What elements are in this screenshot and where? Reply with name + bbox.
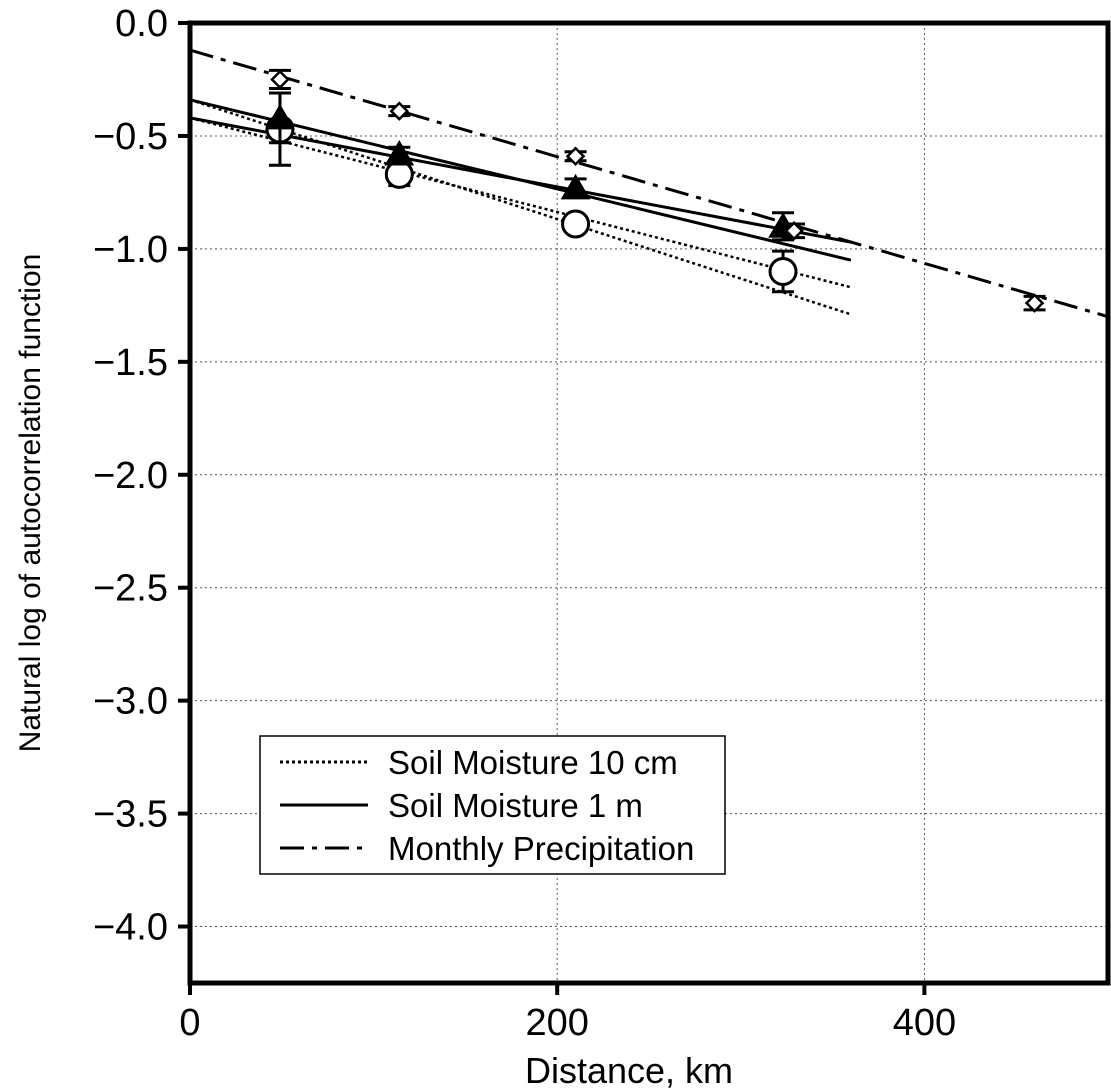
- y-tick-label: −3.5: [93, 794, 168, 836]
- data-point-triangle: [384, 140, 415, 166]
- data-point-diamond: [565, 146, 586, 167]
- legend-label: Monthly Precipitation: [388, 830, 694, 867]
- x-axis-label: Distance, km: [525, 1050, 733, 1091]
- y-tick-label: −3.0: [93, 681, 168, 723]
- legend-items: Soil Moisture 10 cm Soil Moisture 1 m Mont…: [280, 744, 694, 867]
- data-point-diamond: [784, 221, 804, 241]
- y-tick-label: −0.5: [93, 116, 168, 158]
- y-tick-label: −2.5: [93, 568, 168, 610]
- data-point-diamond: [389, 101, 410, 121]
- legend-label: Soil Moisture 10 cm: [388, 744, 678, 781]
- fit-line: [189, 116, 852, 244]
- data-point-triangle: [560, 173, 591, 200]
- y-tick-label: −1.5: [93, 342, 168, 384]
- fit-lines: [189, 48, 1109, 319]
- y-tick-label: −2.0: [93, 455, 168, 497]
- x-tick-label: 0: [179, 1002, 200, 1044]
- legend-label: Soil Moisture 1 m: [388, 787, 643, 824]
- x-tick-label: 200: [525, 1002, 588, 1044]
- data-point-circle: [561, 209, 591, 239]
- y-axis-label: Natural log of autocorrelation function: [14, 254, 47, 753]
- fit-line: [189, 98, 852, 316]
- axis-ticks: 0 200 400 0.0 −0.5 −1.0 −1.5 −2.0 −2.5 −3.0 −3.5 −4…: [93, 3, 956, 1044]
- y-tick-label: 0.0: [115, 3, 168, 45]
- legend: Soil Moisture 10 cm Soil Moisture 1 m Mont…: [259, 735, 726, 875]
- fit-line: [189, 48, 1109, 319]
- data-point-circle: [768, 256, 798, 286]
- data-point-diamond: [1024, 293, 1045, 313]
- x-tick-label: 400: [893, 1002, 956, 1044]
- data-point-diamond: [270, 69, 290, 90]
- y-tick-label: −4.0: [93, 907, 168, 949]
- data-point-triangle: [265, 103, 295, 130]
- plot-frame: [187, 20, 1111, 986]
- y-tick-label: −1.0: [93, 229, 168, 271]
- data-points: [265, 68, 1046, 313]
